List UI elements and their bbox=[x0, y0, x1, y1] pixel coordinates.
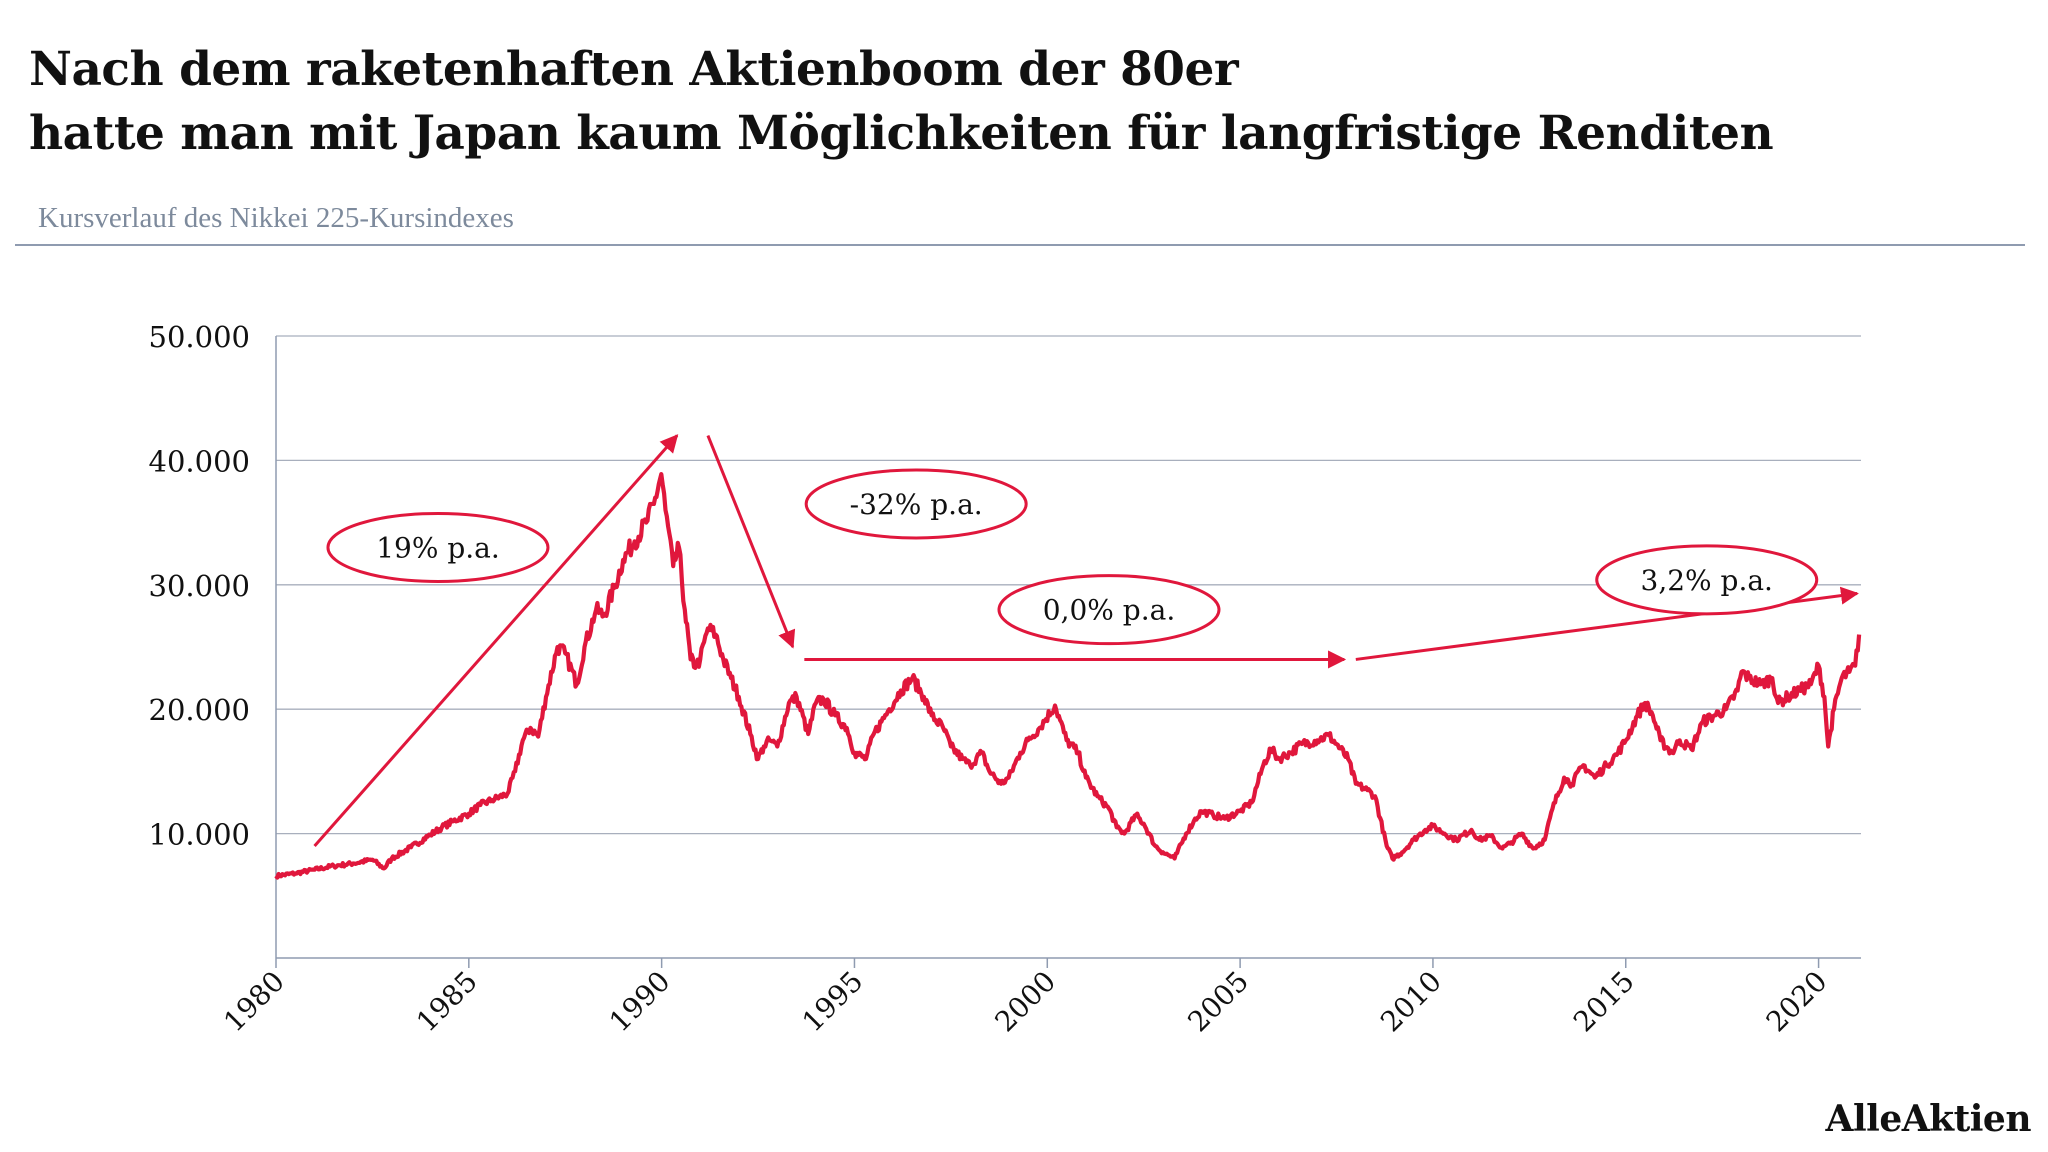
annotation-ellipse bbox=[804, 468, 1028, 540]
trend-arrow bbox=[313, 434, 679, 848]
x-tick-label: 2020 bbox=[1760, 965, 1834, 1039]
trend-arrow bbox=[706, 434, 796, 649]
title-line-2: hatte man mit Japan kaum Möglichkeiten f… bbox=[29, 106, 1774, 161]
annotation-ellipse bbox=[997, 574, 1221, 646]
x-tick-label: 2010 bbox=[1374, 965, 1448, 1039]
x-tick-label: 2015 bbox=[1567, 965, 1641, 1039]
x-tick-label: 2005 bbox=[1181, 965, 1255, 1039]
y-tick-label: 10.000 bbox=[149, 818, 250, 852]
return-annotations: 19% p.a. -32% p.a. 0,0% p.a. 3,2% p.a. bbox=[326, 468, 1819, 646]
annotation-label: 19% p.a. bbox=[376, 531, 500, 564]
x-tick-label: 2000 bbox=[989, 965, 1063, 1039]
chart-subtitle: Kursverlauf des Nikkei 225-Kursindexes bbox=[38, 202, 514, 234]
y-tick-label: 50.000 bbox=[149, 320, 250, 354]
chart-title: Nach dem raketenhaften Aktienboom der 80… bbox=[29, 38, 1774, 166]
annotation-label: 3,2% p.a. bbox=[1641, 564, 1773, 597]
x-tick-label: 1990 bbox=[603, 965, 677, 1039]
header-divider bbox=[15, 244, 2025, 246]
annotation-label: 0,0% p.a. bbox=[1043, 594, 1175, 627]
x-tick-label: 1985 bbox=[410, 965, 484, 1039]
brand-logo: AlleAktien bbox=[1825, 1098, 2032, 1140]
x-tick-label: 1995 bbox=[796, 965, 870, 1039]
y-tick-label: 40.000 bbox=[149, 444, 250, 478]
x-tick-label: 1980 bbox=[217, 965, 291, 1039]
y-tick-label: 20.000 bbox=[149, 693, 250, 727]
axes: 10.000 20.000 30.000 40.000 50.000 1980 1985 19… bbox=[149, 320, 1861, 1038]
nikkei-series-line bbox=[274, 472, 1862, 880]
annotation-ellipse bbox=[1595, 544, 1819, 616]
series-layer bbox=[274, 472, 1862, 880]
y-tick-label: 30.000 bbox=[149, 569, 250, 603]
annotation-ellipse bbox=[326, 511, 550, 583]
title-line-1: Nach dem raketenhaften Aktienboom der 80… bbox=[29, 42, 1239, 97]
annotation-label: -32% p.a. bbox=[850, 488, 983, 521]
